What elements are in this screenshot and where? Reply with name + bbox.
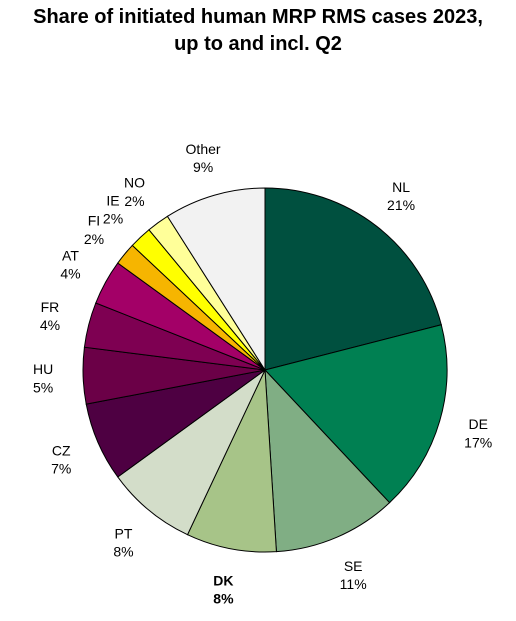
category-label: NO xyxy=(124,175,145,191)
category-label: NL xyxy=(392,179,410,195)
value-label: 11% xyxy=(340,576,367,592)
category-label: FI xyxy=(88,213,100,229)
category-label: CZ xyxy=(52,442,71,458)
pie-slice xyxy=(186,369,277,553)
slice-label: NL 21% xyxy=(387,179,415,213)
value-label: 21% xyxy=(387,197,415,213)
pie-slice xyxy=(264,187,442,371)
slice-label: IE 2% xyxy=(103,192,123,226)
slice-label: DE 17% xyxy=(464,416,492,450)
slice-label: CZ 7% xyxy=(51,442,71,476)
slice-label: FI 2% xyxy=(84,213,104,247)
category-label: DE xyxy=(468,416,487,432)
chart-title: Share of initiated human MRP RMS cases 2… xyxy=(33,6,483,55)
value-label: 4% xyxy=(60,265,80,281)
slice-label: PT 8% xyxy=(113,525,133,559)
value-label: 4% xyxy=(40,317,60,333)
category-label: DK xyxy=(213,572,233,588)
pie-slice xyxy=(117,369,266,536)
pie-slice xyxy=(264,324,448,504)
value-label: 8% xyxy=(213,590,234,606)
value-label: 7% xyxy=(51,461,71,477)
slice-label: HU 5% xyxy=(33,361,53,395)
category-label: HU xyxy=(33,361,53,377)
value-label: 2% xyxy=(124,193,144,209)
value-label: 5% xyxy=(33,379,53,395)
slice-label: NO 2% xyxy=(124,175,145,209)
category-label: IE xyxy=(106,192,119,208)
slice-label: AT 4% xyxy=(60,247,80,281)
pie-slice xyxy=(264,368,391,553)
category-label: Other xyxy=(186,141,221,157)
value-label: 2% xyxy=(103,211,123,227)
category-label: SE xyxy=(344,558,363,574)
category-label: FR xyxy=(41,299,60,315)
category-label: PT xyxy=(115,525,133,541)
slice-label: Other 9% xyxy=(186,141,221,175)
value-label: 2% xyxy=(84,231,104,247)
value-label: 17% xyxy=(464,434,492,450)
value-label: 8% xyxy=(113,543,133,559)
slice-label: FR 4% xyxy=(40,299,60,333)
slice-label: SE 11% xyxy=(340,558,367,592)
slice-label: DK 8% xyxy=(213,572,234,606)
value-label: 9% xyxy=(193,159,213,175)
pie-slice xyxy=(166,187,266,372)
category-label: AT xyxy=(62,247,79,263)
